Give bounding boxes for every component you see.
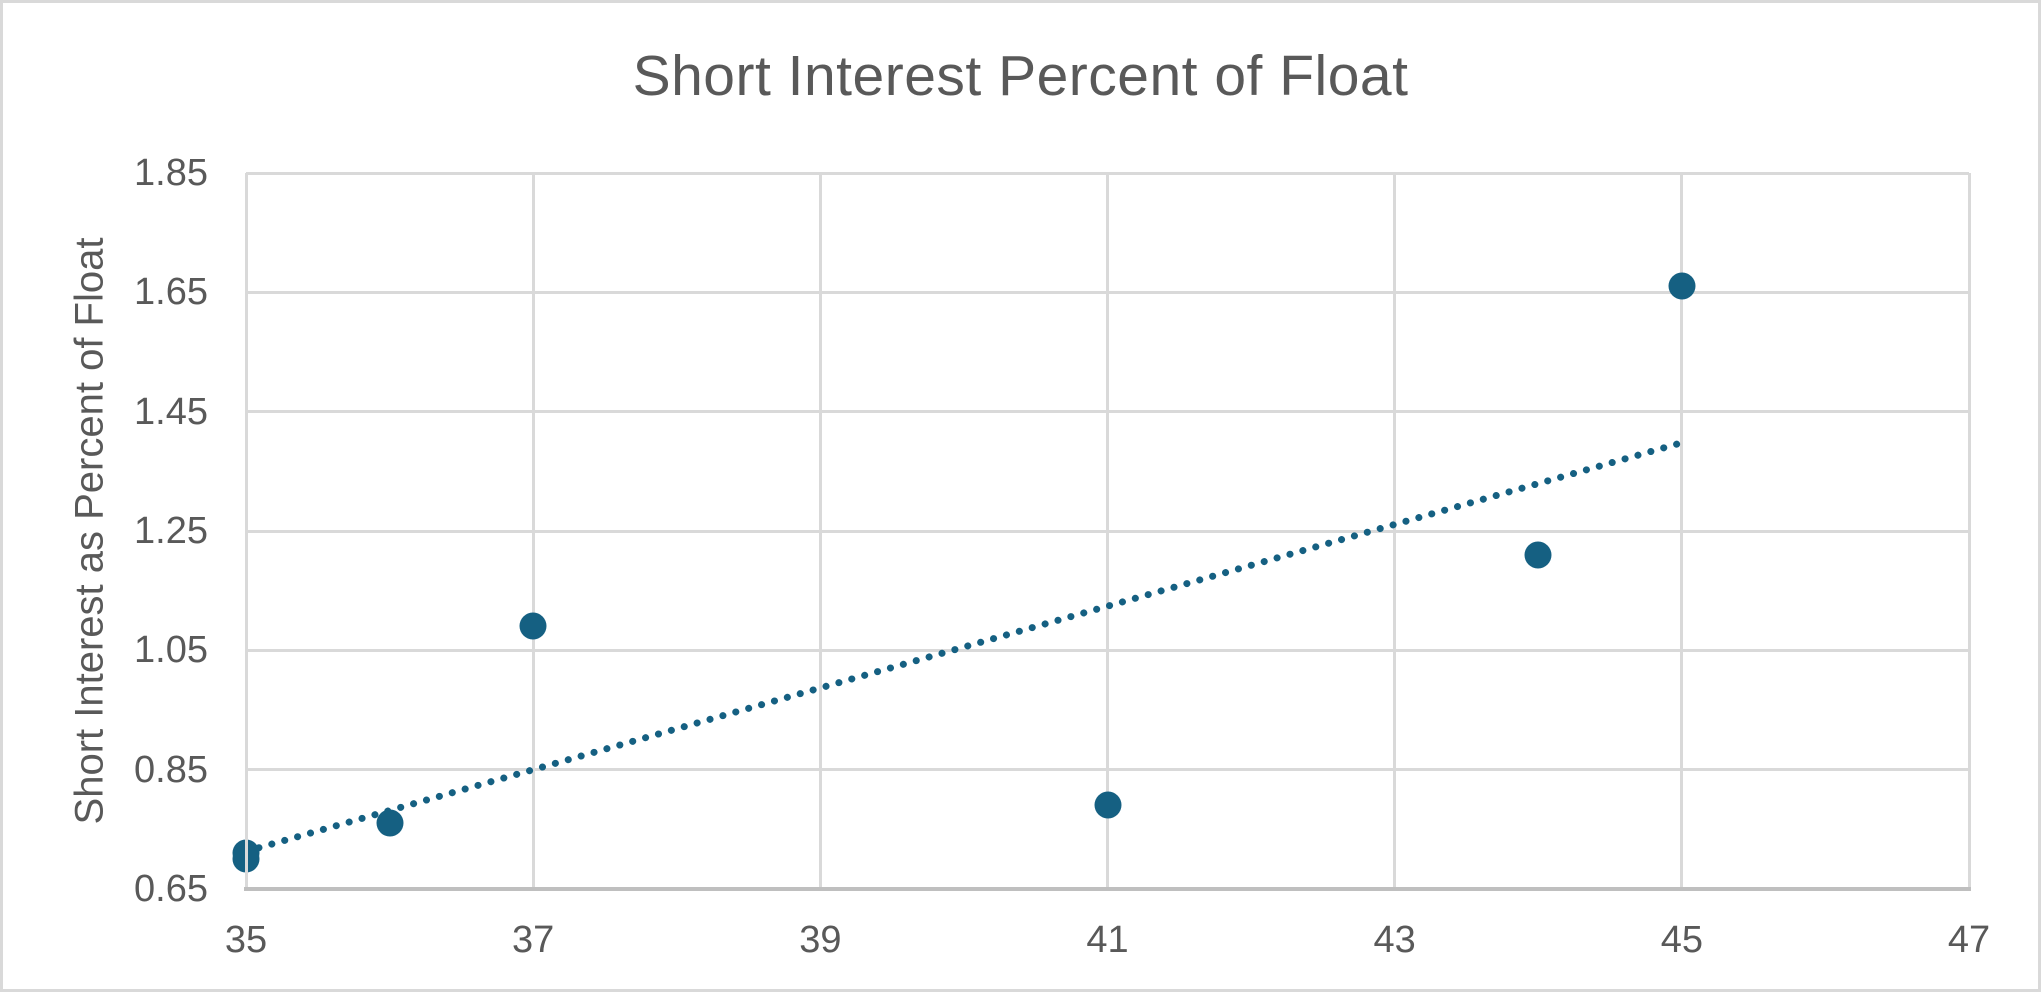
gridlines bbox=[246, 171, 1971, 889]
y-tick-label: 1.65 bbox=[134, 271, 208, 314]
y-tick-label: 1.85 bbox=[134, 152, 208, 194]
plot-area bbox=[232, 171, 1971, 891]
horizontal-gridline bbox=[246, 648, 1969, 652]
horizontal-gridline bbox=[246, 529, 1969, 533]
y-axis-line bbox=[244, 173, 248, 889]
vertical-gridline bbox=[1967, 173, 1971, 889]
x-tick-label: 47 bbox=[1947, 919, 1991, 961]
horizontal-gridline bbox=[246, 410, 1969, 414]
chart-container: Short Interest Percent of Float Short In… bbox=[3, 3, 2038, 989]
trendline bbox=[242, 439, 1686, 855]
scatter-point bbox=[1668, 272, 1696, 300]
x-tick-label: 35 bbox=[224, 919, 268, 961]
y-tick-label: 1.45 bbox=[134, 390, 208, 433]
scatter-point bbox=[376, 809, 404, 837]
chart-title: Short Interest Percent of Float bbox=[632, 44, 1409, 108]
y-tick-label: 0.85 bbox=[134, 748, 208, 791]
y-tick-label: 1.25 bbox=[134, 510, 208, 552]
scatter-point bbox=[519, 612, 547, 640]
horizontal-gridline bbox=[246, 171, 1969, 175]
x-axis-line bbox=[244, 887, 1971, 891]
x-tick-label: 39 bbox=[799, 919, 842, 961]
scatter-point bbox=[1094, 791, 1121, 819]
horizontal-gridline bbox=[246, 290, 1969, 294]
x-tick-label: 45 bbox=[1660, 919, 1703, 961]
x-axis-tick-labels: 35 37 39 41 43 45 47 bbox=[225, 919, 1990, 961]
x-tick-label: 43 bbox=[1373, 919, 1416, 961]
x-tick-label: 41 bbox=[1086, 919, 1129, 961]
x-tick-label: 37 bbox=[512, 919, 555, 961]
horizontal-gridline bbox=[246, 768, 1969, 772]
scatter-point bbox=[1524, 541, 1552, 569]
trendline-dotted-line bbox=[242, 439, 1686, 855]
scatter-points bbox=[232, 173, 1969, 889]
y-tick-label: 1.05 bbox=[134, 629, 208, 672]
y-tick-label: 0.65 bbox=[134, 868, 208, 910]
y-axis-tick-labels: 0.65 0.85 1.05 1.25 1.45 1.65 1.85 bbox=[3, 152, 208, 910]
